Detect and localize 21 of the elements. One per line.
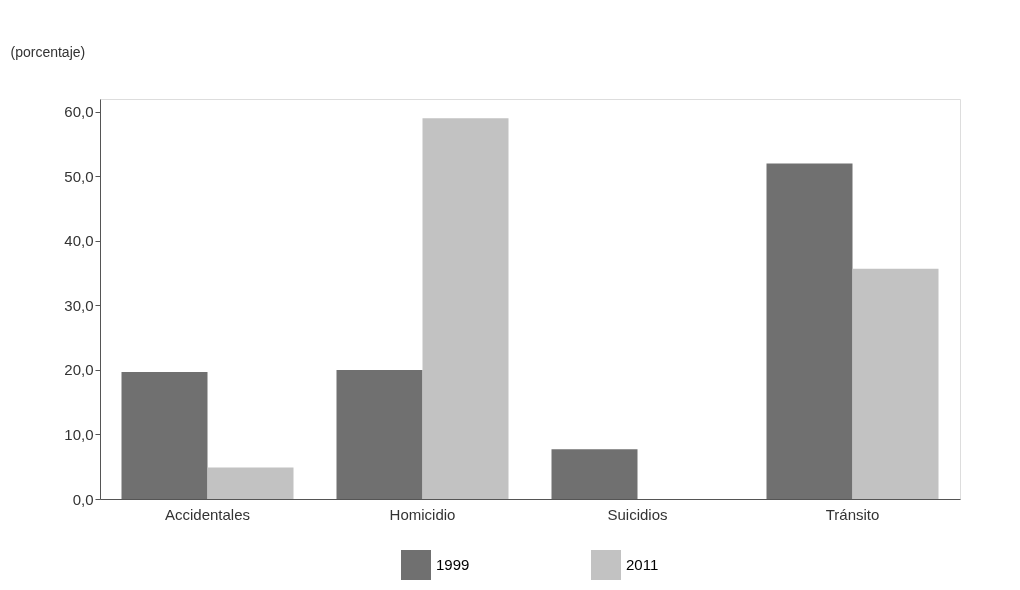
y-tick-label: 20,0 xyxy=(64,361,94,379)
y-axis-title: (porcentaje) xyxy=(10,43,86,60)
x-tick-label: Tránsito xyxy=(825,505,880,523)
legend-label: 1999 xyxy=(436,556,470,573)
x-tick-label: Accidentales xyxy=(164,505,251,523)
bar xyxy=(121,371,208,499)
y-tick-label: 40,0 xyxy=(64,232,94,250)
bar xyxy=(422,118,509,499)
bar xyxy=(207,467,294,499)
y-tick-label: 50,0 xyxy=(64,167,94,185)
legend-label: 2011 xyxy=(626,556,659,573)
x-tick-label: Suicidios xyxy=(607,505,668,523)
y-tick-label: 30,0 xyxy=(64,296,94,314)
y-tick-label: 60,0 xyxy=(64,103,94,121)
y-tick-label: 10,0 xyxy=(64,425,94,443)
bar xyxy=(766,163,853,499)
x-tick-label: Homicidio xyxy=(389,505,456,523)
y-tick-label: 0,0 xyxy=(72,490,94,508)
bar xyxy=(852,268,939,499)
bar xyxy=(336,369,423,499)
bar xyxy=(551,449,638,499)
